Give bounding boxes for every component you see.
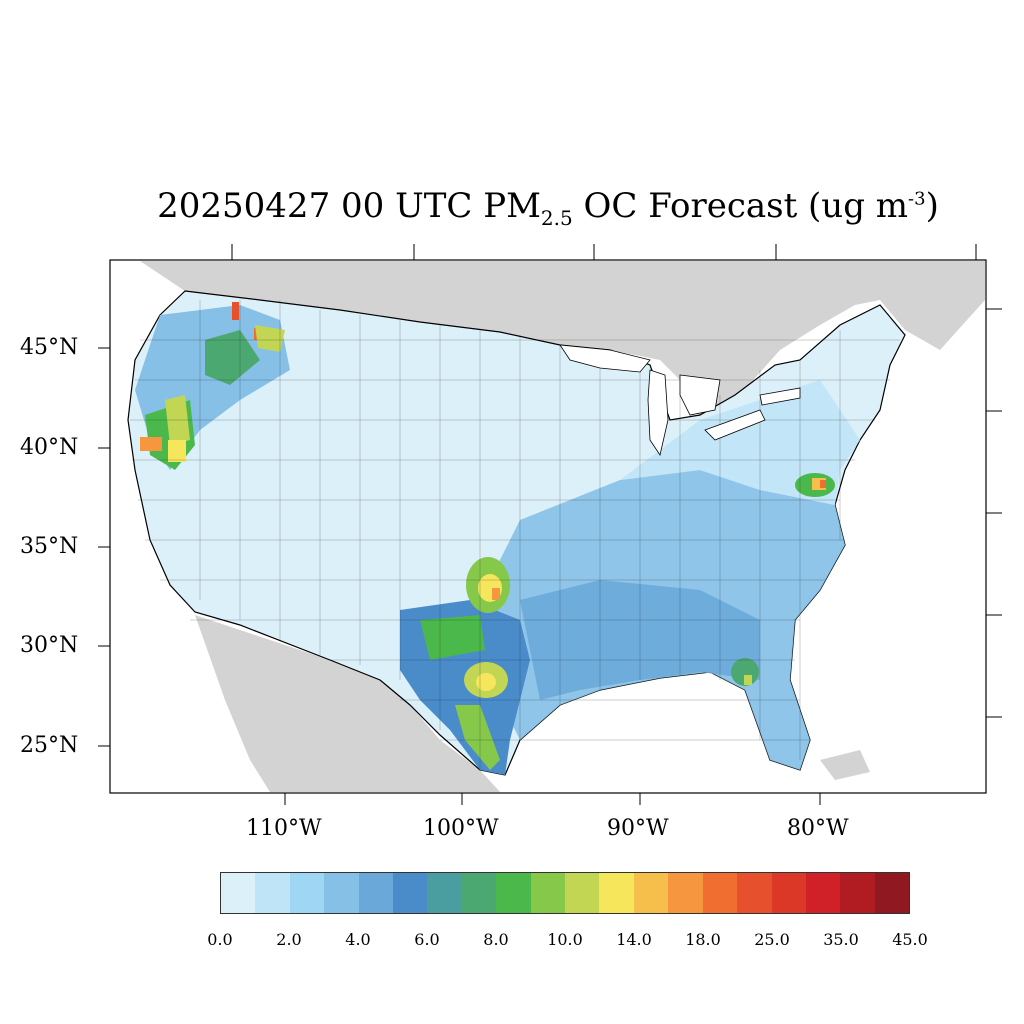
cuba-land bbox=[820, 750, 870, 780]
lat-label-30: 30°N bbox=[20, 633, 79, 658]
colorbar-tick-label: 0.0 bbox=[207, 930, 233, 949]
lake-erie bbox=[704, 409, 766, 441]
idaho-peak-a bbox=[232, 302, 239, 320]
oregon-peak bbox=[140, 437, 162, 451]
lat-label-25: 25°N bbox=[20, 733, 79, 758]
lat-label-35: 35°N bbox=[20, 534, 79, 559]
colorbar-tick-label: 45.0 bbox=[892, 930, 928, 949]
colorbar-swatch bbox=[874, 873, 910, 913]
lat-label-45: 45°N bbox=[20, 335, 79, 360]
colorbar-swatch bbox=[393, 873, 428, 913]
lon-label-90: 90°W bbox=[607, 816, 669, 841]
lake-huron bbox=[679, 374, 721, 416]
lon-label-110: 110°W bbox=[246, 816, 322, 841]
colorbar-swatch bbox=[530, 873, 566, 913]
lon-label-80: 80°W bbox=[787, 816, 849, 841]
lake-ontario bbox=[759, 387, 801, 406]
colorbar-tick-label: 4.0 bbox=[345, 930, 371, 949]
west-texas-band bbox=[420, 615, 485, 660]
colorbar-swatch bbox=[565, 873, 600, 913]
colorbar bbox=[220, 872, 910, 914]
colorbar-swatch bbox=[221, 873, 256, 913]
colorbar-swatch bbox=[737, 873, 772, 913]
lon-label-100: 100°W bbox=[423, 816, 499, 841]
colorbar-swatch bbox=[805, 873, 841, 913]
map-title: 20250427 00 UTC PM2.5 OC Forecast (ug m-… bbox=[157, 186, 939, 230]
lake-michigan bbox=[647, 369, 669, 456]
texas-hotspot-core bbox=[476, 673, 496, 691]
colorbar-swatch bbox=[461, 873, 497, 913]
axis-ticks bbox=[98, 244, 1002, 805]
colorbar-swatch bbox=[771, 873, 806, 913]
colorbar-tick-label: 6.0 bbox=[414, 930, 440, 949]
map-frame bbox=[109, 259, 987, 794]
maryland-peak-red bbox=[820, 480, 826, 488]
colorbar-tick-label: 25.0 bbox=[754, 930, 790, 949]
colorbar-swatch bbox=[289, 873, 325, 913]
colorbar-tick-label: 10.0 bbox=[547, 930, 583, 949]
colorbar-swatch bbox=[427, 873, 462, 913]
south-texas-band bbox=[455, 705, 500, 770]
oklahoma-hotspot-peak bbox=[492, 588, 500, 600]
florida-peak bbox=[744, 675, 752, 685]
lat-label-40: 40°N bbox=[20, 435, 79, 460]
colorbar-swatch bbox=[840, 873, 875, 913]
colorbar-swatch bbox=[324, 873, 359, 913]
canada-land bbox=[140, 261, 985, 420]
colorbar-tick-label: 14.0 bbox=[616, 930, 652, 949]
colorbar-swatch bbox=[633, 873, 669, 913]
colorbar-swatch bbox=[599, 873, 634, 913]
lake-superior bbox=[559, 344, 651, 373]
colorbar-tick-label: 2.0 bbox=[276, 930, 302, 949]
montana-hotspot bbox=[255, 325, 285, 352]
oregon-peak-yellow bbox=[168, 440, 186, 462]
colorbar-tick-label: 8.0 bbox=[483, 930, 509, 949]
colorbar-swatch bbox=[358, 873, 394, 913]
colorbar-swatch bbox=[496, 873, 531, 913]
colorbar-swatch bbox=[702, 873, 738, 913]
colorbar-swatch bbox=[255, 873, 290, 913]
colorbar-swatch bbox=[668, 873, 703, 913]
county-grid bbox=[130, 300, 900, 770]
idaho-band bbox=[205, 330, 260, 385]
mexico-land bbox=[195, 615, 500, 792]
colorbar-tick-label: 35.0 bbox=[823, 930, 859, 949]
colorbar-tick-label: 18.0 bbox=[685, 930, 721, 949]
